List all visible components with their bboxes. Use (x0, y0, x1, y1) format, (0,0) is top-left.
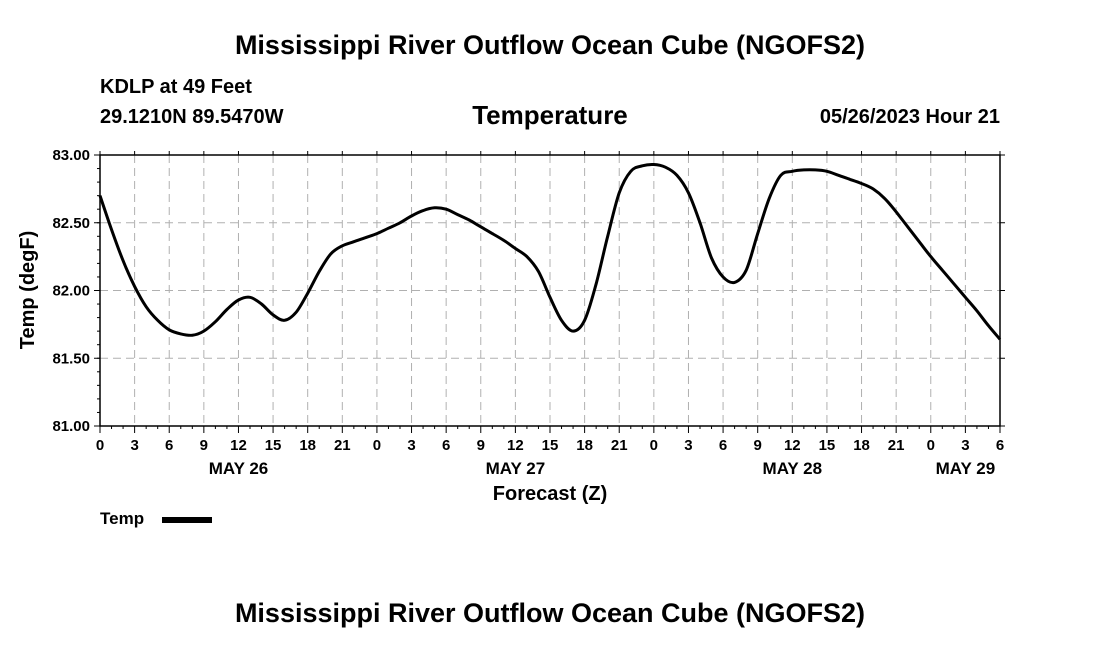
footer-title: Mississippi River Outflow Ocean Cube (NG… (234, 598, 866, 628)
y-tick-label: 82.50 (52, 215, 90, 232)
station-label: KDLP at 49 Feet (100, 76, 252, 98)
series-layer (98, 162, 1002, 341)
x-tick-label: 6 (442, 437, 450, 454)
date-label: MAY 26 (209, 459, 269, 478)
legend-label: Temp (100, 509, 145, 528)
x-tick-label: 21 (611, 437, 628, 454)
x-tick-label: 18 (853, 437, 870, 454)
x-tick-label: 18 (299, 437, 316, 454)
x-tick-label: 9 (200, 437, 208, 454)
axes: 0 3 6 9 12 15 18 21 0 3 6 9 12 15 18 21 0 3 6 9 12 15 18 21 0 3 6 8… (52, 147, 1005, 478)
x-tick-label: 6 (165, 437, 173, 454)
page-title: Mississippi River Outflow Ocean Cube (NG… (234, 30, 866, 60)
x-tick-label: 12 (784, 437, 801, 454)
date-label: MAY 29 (936, 459, 996, 478)
legend-line-swatch (162, 517, 212, 523)
x-tick-label: 6 (996, 437, 1004, 454)
x-tick-label: 9 (477, 437, 485, 454)
x-axis-label: Forecast (Z) (493, 483, 607, 505)
x-tick-label: 15 (819, 437, 836, 454)
y-tick-label: 83.00 (52, 147, 90, 164)
x-tick-label: 15 (542, 437, 559, 454)
x-tick-label: 21 (334, 437, 351, 454)
y-tick-label: 81.00 (52, 418, 90, 435)
x-tick-label: 0 (927, 437, 935, 454)
date-label: MAY 28 (763, 459, 823, 478)
x-tick-label: 0 (373, 437, 381, 454)
date-label: MAY 27 (486, 459, 546, 478)
y-tick-label: 81.50 (52, 350, 90, 367)
y-axis-label: Temp (degF) (17, 231, 39, 350)
x-tick-label: 6 (719, 437, 727, 454)
chart-title: Temperature (472, 100, 628, 130)
x-tick-label: 0 (650, 437, 658, 454)
datetime-label: 05/26/2023 Hour 21 (819, 106, 1000, 128)
x-tick-label: 0 (96, 437, 104, 454)
y-tick-label: 82.00 (52, 283, 90, 300)
x-tick-label: 9 (754, 437, 762, 454)
x-tick-label: 12 (230, 437, 247, 454)
x-tick-label: 12 (507, 437, 524, 454)
x-tick-label: 18 (576, 437, 593, 454)
temp-series-line (98, 162, 1002, 341)
plot-frame (99, 154, 1001, 427)
x-tick-label: 3 (130, 437, 138, 454)
x-tick-label: 3 (407, 437, 415, 454)
grid (100, 155, 1000, 426)
coordinates-label: 29.1210N 89.5470W (100, 106, 284, 128)
x-tick-label: 15 (265, 437, 282, 454)
x-tick-label: 21 (888, 437, 905, 454)
x-tick-label: 3 (961, 437, 969, 454)
x-tick-label: 3 (684, 437, 692, 454)
